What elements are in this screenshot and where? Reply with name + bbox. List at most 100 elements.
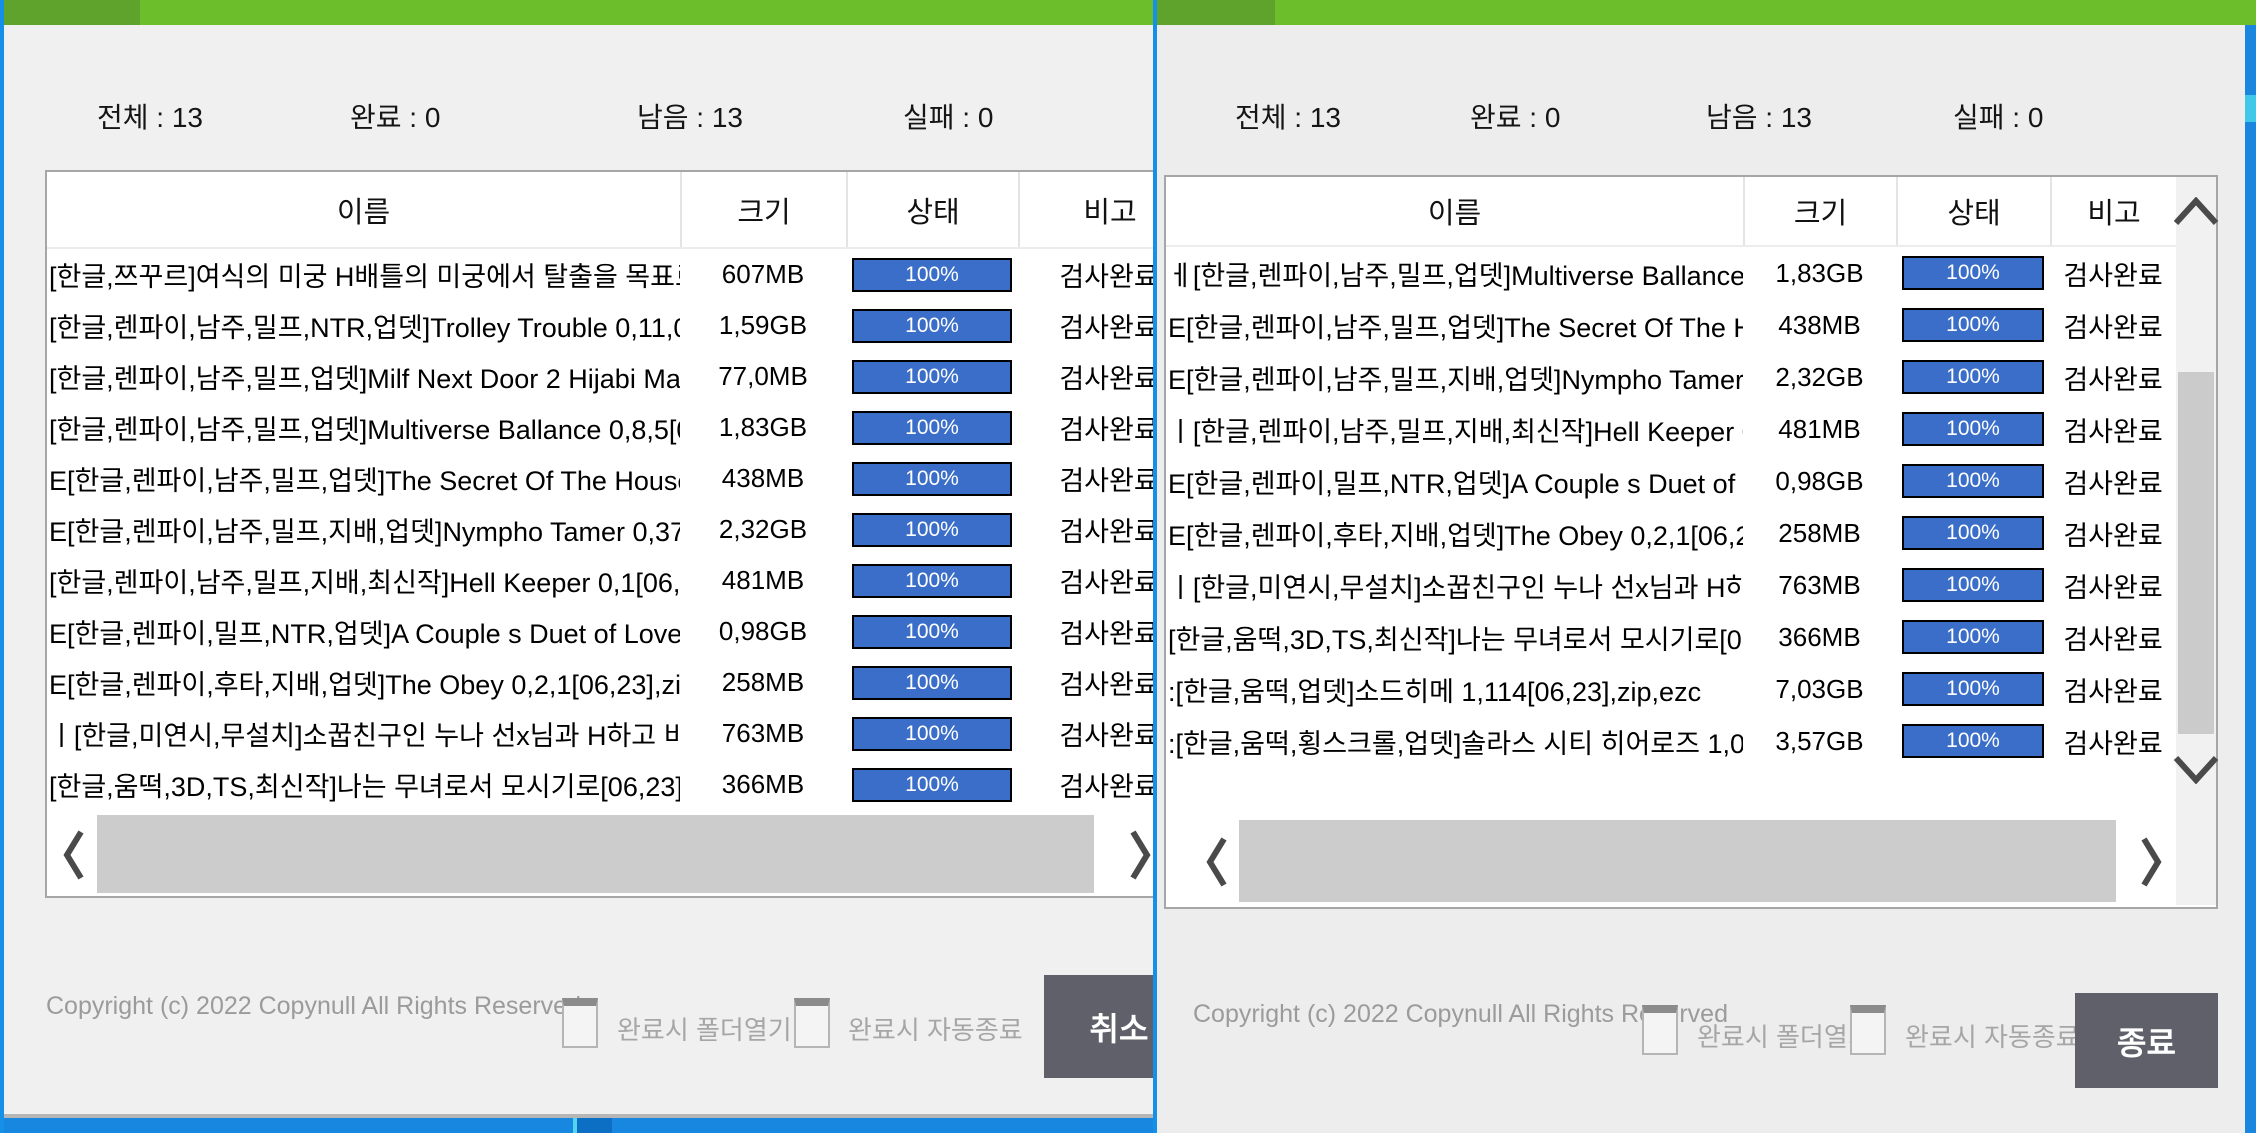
title-bar-accent: [1157, 0, 1275, 25]
table-row[interactable]: E[한글,렌파이,남주,밀프,지배,업뎃]Nympho Tamer 0,37[0…: [1166, 351, 2216, 403]
table-row[interactable]: ㅣ[한글,미연시,무설치]소꿉친구인 누나 선x님과 H하고 비밀스 763MB…: [47, 708, 1157, 759]
bottom-border-accent-dark: [577, 1118, 612, 1133]
progress-cell: 100%: [1896, 620, 2050, 654]
status-note: 검사완료: [1059, 721, 1157, 751]
progress-bar: 100%: [852, 563, 1012, 598]
table-row[interactable]: [한글,렌파이,남주,밀프,업뎃]Milf Next Door 2 Hijabi…: [47, 351, 1157, 402]
table-header: 이름 크기 상태 비고: [47, 172, 1157, 249]
v-scrollbar-thumb[interactable]: [2178, 372, 2214, 734]
progress-bar: 100%: [852, 410, 1012, 445]
table-row[interactable]: [한글,렌파이,남주,밀프,NTR,업뎃]Trolley Trouble 0,1…: [47, 300, 1157, 351]
file-name: E[한글,렌파이,남주,밀프,지배,업뎃]Nympho Tamer 0,37[0…: [1168, 364, 1743, 395]
stats-row: 전체 : 13 완료 : 0 남음 : 13 실패 : 0: [1157, 96, 2256, 136]
auto-exit-checkbox[interactable]: [1850, 1005, 1886, 1055]
table-row[interactable]: :[한글,움떡,횡스크롤,업뎃]솔라스 시티 히어로즈 1,0,1[06,23]…: [1166, 715, 2216, 767]
status-note: 검사완료: [1059, 568, 1157, 598]
progress-cell: 100%: [846, 512, 1018, 547]
stat-complete: 완료 : 0: [1470, 102, 1561, 133]
progress-cell: 100%: [1896, 412, 2050, 446]
horizontal-scrollbar[interactable]: [1166, 820, 2216, 904]
h-scrollbar-thumb[interactable]: [97, 815, 1094, 893]
title-bar[interactable]: [1157, 0, 2256, 25]
progress-bar: 100%: [852, 767, 1012, 802]
exit-button[interactable]: 종료: [2075, 993, 2218, 1088]
scroll-left-icon[interactable]: [1202, 834, 1230, 890]
file-size: 2,32GB: [1775, 361, 1864, 392]
vertical-scrollbar[interactable]: [2173, 177, 2219, 905]
status-note: 검사완료: [2063, 728, 2163, 759]
progress-cell: 100%: [1896, 672, 2050, 706]
column-header-status: 상태: [1896, 177, 2050, 245]
scroll-up-icon[interactable]: [2170, 197, 2222, 227]
table-row[interactable]: ㅣ[한글,미연시,무설치]소꿉친구인 누나 선x님과 H하고 비밀스 763MB…: [1166, 559, 2216, 611]
progress-cell: 100%: [846, 665, 1018, 700]
file-size: 0,98GB: [1775, 465, 1864, 496]
scroll-down-icon[interactable]: [2170, 754, 2222, 784]
file-name: [한글,쯔꾸르]여식의 미궁 H배틀의 미궁에서 탈출을 목표로 F: [49, 262, 680, 292]
file-name: E[한글,렌파이,남주,밀프,지배,업뎃]Nympho Tamer 0,37[0…: [49, 517, 680, 547]
table-row[interactable]: ㅣ[한글,렌파이,남주,밀프,지배,최신작]Hell Keeper 0,1[06…: [1166, 403, 2216, 455]
status-note: 검사완료: [1059, 262, 1157, 292]
progress-cell: 100%: [1896, 256, 2050, 290]
progress-cell: 100%: [846, 410, 1018, 445]
auto-exit-checkbox[interactable]: [794, 998, 830, 1048]
file-size: 1,59GB: [718, 310, 808, 340]
file-name: E[한글,렌파이,후타,지배,업뎃]The Obey 0,2,1[06,23],…: [1168, 520, 1743, 551]
progress-bar: 100%: [1902, 256, 2044, 290]
file-name: E[한글,렌파이,후타,지배,업뎃]The Obey 0,2,1[06,23],…: [49, 670, 680, 700]
progress-bar: 100%: [852, 461, 1012, 496]
cancel-button[interactable]: 취소: [1044, 975, 1157, 1078]
table-row[interactable]: ㅔ[한글,렌파이,남주,밀프,업뎃]Multiverse Ballance 0,…: [1166, 247, 2216, 299]
file-name: [한글,렌파이,남주,밀프,NTR,업뎃]Trolley Trouble 0,1…: [49, 313, 680, 343]
file-name: [한글,렌파이,남주,밀프,업뎃]Milf Next Door 2 Hijabi…: [49, 364, 680, 394]
scroll-right-icon[interactable]: [2138, 834, 2166, 890]
table-row[interactable]: [한글,렌파이,남주,밀프,업뎃]Multiverse Ballance 0,8…: [47, 402, 1157, 453]
file-size: 366MB: [721, 769, 805, 799]
table-row[interactable]: E[한글,렌파이,밀프,NTR,업뎃]A Couple s Duet of Lo…: [1166, 455, 2216, 507]
h-scrollbar-thumb[interactable]: [1239, 820, 2116, 902]
scroll-left-icon[interactable]: [59, 827, 87, 883]
progress-bar: 100%: [1902, 620, 2044, 654]
open-folder-checkbox[interactable]: [562, 998, 598, 1048]
table-row[interactable]: [한글,쯔꾸르]여식의 미궁 H배틀의 미궁에서 탈출을 목표로 F 607MB…: [47, 249, 1157, 300]
table-row[interactable]: E[한글,렌파이,후타,지배,업뎃]The Obey 0,2,1[06,23],…: [1166, 507, 2216, 559]
file-name: ㅔ[한글,렌파이,남주,밀프,업뎃]Multiverse Ballance 0,…: [1168, 260, 1743, 291]
table-row[interactable]: [한글,렌파이,남주,밀프,지배,최신작]Hell Keeper 0,1[06,…: [47, 555, 1157, 606]
column-header-note: 비고: [2050, 177, 2176, 245]
progress-bar: 100%: [852, 257, 1012, 292]
progress-cell: 100%: [846, 563, 1018, 598]
table-row[interactable]: [한글,움떡,3D,TS,최신작]나는 무녀로서 모시기로[06,23],zip…: [47, 759, 1157, 810]
progress-bar: 100%: [1902, 724, 2044, 758]
file-size: 438MB: [1778, 309, 1861, 340]
horizontal-scrollbar[interactable]: [47, 815, 1157, 895]
table-row[interactable]: E[한글,렌파이,남주,밀프,지배,업뎃]Nympho Tamer 0,37[0…: [47, 504, 1157, 555]
file-name: [한글,움떡,3D,TS,최신작]나는 무녀로서 모시기로[06,23],zip: [49, 772, 680, 802]
download-table: 이름 크기 상태 비고 ㅔ[한글,렌파이,남주,밀프,업뎃]Multiverse…: [1164, 175, 2219, 909]
table-row[interactable]: E[한글,렌파이,남주,밀프,업뎃]The Secret Of The Hous…: [1166, 299, 2216, 351]
progress-bar: 100%: [1902, 672, 2044, 706]
file-name: ㅣ[한글,미연시,무설치]소꿉친구인 누나 선x님과 H하고 비밀스: [1168, 572, 1743, 603]
file-size: 2,32GB: [718, 514, 808, 544]
file-name: ㅣ[한글,미연시,무설치]소꿉친구인 누나 선x님과 H하고 비밀스: [49, 721, 680, 751]
progress-cell: 100%: [1896, 464, 2050, 498]
progress-cell: 100%: [846, 767, 1018, 802]
status-note: 검사완료: [1059, 619, 1157, 649]
window-right-border: [2245, 25, 2256, 1133]
title-bar[interactable]: [4, 0, 1157, 25]
open-folder-checkbox[interactable]: [1642, 1005, 1678, 1055]
status-note: 검사완료: [2063, 260, 2163, 291]
scroll-right-icon[interactable]: [1127, 827, 1155, 883]
table-row[interactable]: E[한글,렌파이,후타,지배,업뎃]The Obey 0,2,1[06,23],…: [47, 657, 1157, 708]
table-body: ㅔ[한글,렌파이,남주,밀프,업뎃]Multiverse Ballance 0,…: [1166, 247, 2216, 767]
progress-cell: 100%: [846, 716, 1018, 751]
file-size: 481MB: [1778, 413, 1861, 444]
table-row[interactable]: :[한글,움떡,업뎃]소드히메 1,114[06,23],zip,ezc 7,0…: [1166, 663, 2216, 715]
progress-cell: 100%: [846, 257, 1018, 292]
copyright-text: Copyright (c) 2022 Copynull All Rights R…: [1193, 1000, 1728, 1028]
table-row[interactable]: E[한글,렌파이,남주,밀프,업뎃]The Secret Of The Hous…: [47, 453, 1157, 504]
table-row[interactable]: E[한글,렌파이,밀프,NTR,업뎃]A Couple s Duet of Lo…: [47, 606, 1157, 657]
status-note: 검사완료: [2063, 572, 2163, 603]
table-row[interactable]: [한글,움떡,3D,TS,최신작]나는 무녀로서 모시기로[06,23],zip…: [1166, 611, 2216, 663]
column-header-status: 상태: [846, 172, 1018, 247]
